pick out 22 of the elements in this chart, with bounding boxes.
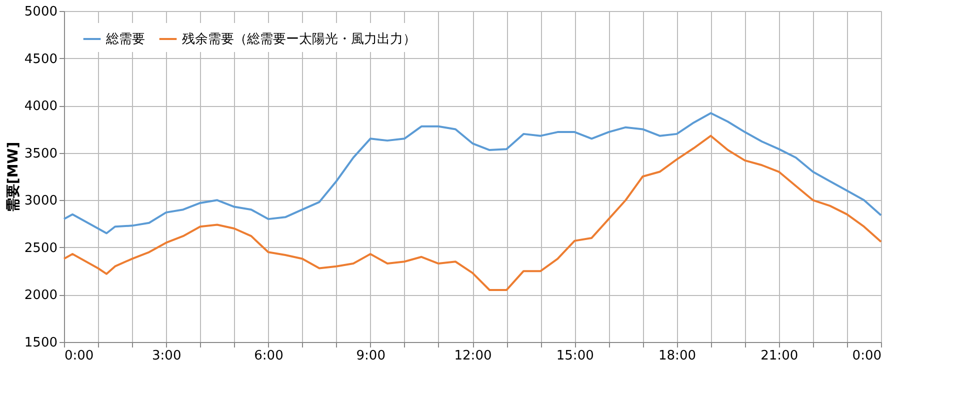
y-tick-label: 3000: [24, 194, 58, 209]
x-tick-label: 0:00: [64, 348, 94, 364]
x-tick-label: 18:00: [658, 348, 696, 364]
y-axis-title: 需要[MW]: [5, 142, 22, 212]
y-tick-label: 2000: [24, 288, 58, 304]
y-tick-label: 2500: [24, 240, 58, 256]
x-tick-label: 3:00: [152, 348, 182, 364]
x-tick-label: 9:00: [356, 348, 386, 364]
x-tick-label: 15:00: [556, 348, 594, 364]
y-tick-label: 3500: [24, 146, 58, 162]
legend-label: 残余需要（総需要ー太陽光・風力出力）: [182, 32, 416, 47]
x-tick-label: 12:00: [454, 348, 492, 364]
line-series: [63, 112, 882, 234]
legend-label: 総需要: [105, 32, 145, 47]
y-tick-label: 4500: [24, 52, 58, 67]
y-tick-label: 5000: [24, 4, 58, 20]
x-tick-label: 21:00: [760, 348, 798, 364]
y-tick-label: 1500: [24, 336, 58, 350]
x-tick-label: 6:00: [254, 348, 284, 364]
x-tick-label: 0:00: [852, 348, 882, 364]
line-series: [63, 134, 882, 291]
y-tick-label: 4000: [24, 99, 58, 114]
